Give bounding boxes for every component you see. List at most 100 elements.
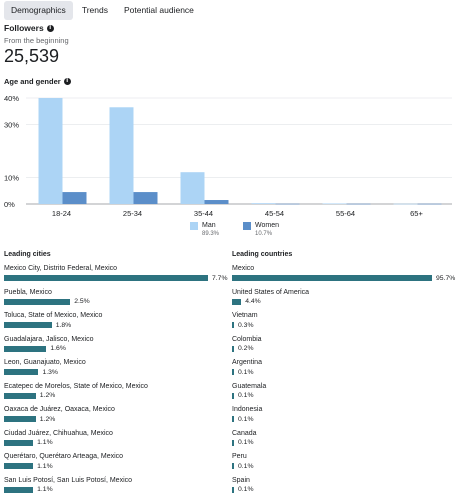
percentage-bar [232, 416, 234, 422]
tab-potential-audience[interactable]: Potential audience [123, 5, 194, 15]
list-item: Canada 0.1% [232, 429, 455, 453]
row-label: Argentina [232, 359, 262, 366]
list-item: Ciudad Juárez, Chihuahua, Mexico 1.1% [4, 429, 228, 453]
list-item: Toluca, State of Mexico, Mexico 1.8% [4, 311, 228, 335]
percentage-bar [232, 439, 234, 446]
legend-percent: 89.3% [202, 231, 220, 237]
legend-item-women[interactable]: Women 10.7% [243, 221, 279, 239]
followers-count: 25,539 [4, 46, 60, 66]
percentage-bar [232, 322, 234, 328]
row-percent: 1.8% [55, 321, 72, 329]
x-tick-label: 25-34 [123, 209, 142, 218]
row-bar-line: 1.1% [4, 461, 228, 471]
row-percent: 0.3% [238, 321, 254, 329]
list-item: Spain 0.1% [232, 476, 455, 500]
list-item: Peru 0.1% [232, 452, 455, 476]
followers-heading: Followers i [4, 23, 54, 33]
list-item: Puebla, Mexico 2.5% [4, 288, 228, 312]
percentage-bar [232, 275, 432, 281]
legend-label: Women [255, 222, 280, 229]
bar-women-25-34 [133, 192, 158, 204]
percentage-bar [4, 416, 36, 422]
row-label: Leon, Guanajuato, Mexico [4, 359, 86, 366]
percentage-bar [232, 298, 242, 305]
bar-women-35-44 [204, 200, 229, 204]
row-bar-line: 0.3% [232, 320, 455, 330]
percentage-bar [232, 463, 234, 469]
percentage-bar [4, 486, 34, 493]
row-bar-line: 0.1% [232, 438, 455, 448]
row-bar-line: 1.8% [4, 320, 228, 330]
row-percent: 4.4% [245, 298, 261, 305]
row-percent: 1.2% [39, 415, 56, 423]
bar-man-25-34 [109, 107, 134, 204]
row-label: Mexico City, Distrito Federal, Mexico [4, 265, 118, 272]
row-label: Oaxaca de Juárez, Oaxaca, Mexico [4, 406, 115, 413]
row-bar-line: 0.1% [232, 485, 455, 495]
row-bar-line: 1.2% [4, 391, 228, 401]
x-tick-label: 35-44 [194, 209, 213, 218]
row-percent: 1.1% [37, 462, 53, 470]
bar-women-45-54 [275, 203, 300, 205]
tab-demographics[interactable]: Demographics [4, 1, 73, 20]
legend-percent: 10.7% [255, 231, 273, 237]
list-item: Indonesia 0.1% [232, 405, 455, 429]
bar-women-65+ [417, 203, 442, 205]
percentage-bar [4, 322, 52, 328]
row-label: Ecatepec de Morelos, State of Mexico, Me… [4, 382, 148, 390]
legend-item-man[interactable]: Man 89.3% [190, 221, 219, 239]
row-bar-line: 7.7% [4, 273, 228, 283]
y-tick-label: 10% [4, 174, 19, 183]
list-item: Guatemala 0.1% [232, 382, 455, 406]
row-percent: 0.1% [238, 486, 254, 493]
row-bar-line: 0.2% [232, 344, 455, 354]
row-percent: 1.2% [39, 392, 56, 399]
row-percent: 0.1% [238, 368, 254, 376]
list-item: Guadalajara, Jalisco, Mexico 1.6% [4, 335, 228, 359]
leading-cities-section: Leading cities Mexico City, Distrito Fed… [4, 251, 228, 499]
tab-trends[interactable]: Trends [81, 5, 108, 15]
percentage-bar [4, 392, 36, 399]
list-item: Colombia 0.2% [232, 335, 455, 359]
row-bar-line: 1.1% [4, 438, 228, 448]
followers-title: Followers [4, 23, 44, 33]
percentage-bar [232, 369, 234, 375]
chart-legend: Man 89.3% Women 10.7% [190, 221, 303, 239]
list-item: Mexico 95.7% [232, 264, 455, 288]
tab-bar: Demographics Trends Potential audience [4, 1, 203, 20]
percentage-bar [232, 345, 234, 352]
info-icon[interactable]: i [46, 24, 54, 32]
row-percent: 0.1% [238, 439, 254, 446]
list-item: Querétaro, Querétaro Arteaga, Mexico 1.1% [4, 452, 228, 476]
row-label: Guadalajara, Jalisco, Mexico [4, 335, 94, 343]
bar-man-65+ [393, 203, 418, 205]
bar-man-55-64 [322, 203, 347, 205]
bar-man-45-54 [251, 203, 276, 204]
list-item: Ecatepec de Morelos, State of Mexico, Me… [4, 382, 228, 406]
row-bar-line: 1.6% [4, 344, 228, 354]
bar-women-18-24 [62, 192, 87, 204]
info-icon[interactable]: i [63, 78, 71, 85]
percentage-bar [4, 298, 71, 305]
percentage-bar [4, 369, 39, 375]
row-percent: 0.2% [238, 345, 254, 352]
row-label: San Luis Potosí, San Luis Potosí, Mexico [4, 476, 133, 484]
row-bar-line: 1.2% [4, 414, 228, 424]
list-item: Leon, Guanajuato, Mexico 1.3% [4, 358, 228, 382]
percentage-bar [4, 463, 34, 469]
row-label: Puebla, Mexico [4, 288, 52, 296]
list-item: San Luis Potosí, San Luis Potosí, Mexico… [4, 476, 228, 500]
percentage-bar [232, 392, 234, 399]
row-percent: 95.7% [436, 274, 456, 282]
y-tick-label: 40% [4, 94, 19, 103]
row-label: Querétaro, Querétaro Arteaga, Mexico [4, 453, 124, 460]
row-label: Guatemala [232, 382, 267, 390]
percentage-bar [232, 486, 234, 493]
list-item: Mexico City, Distrito Federal, Mexico 7.7… [4, 264, 228, 288]
leading-countries-section: Leading countries Mexico 95.7% United Stat… [232, 251, 455, 499]
row-percent: 0.1% [238, 392, 254, 399]
age-gender-title: Age and gender [4, 77, 61, 86]
row-label: Spain [232, 476, 250, 484]
y-tick-label: 30% [4, 121, 19, 130]
list-item: United States of America 4.4% [232, 288, 455, 312]
